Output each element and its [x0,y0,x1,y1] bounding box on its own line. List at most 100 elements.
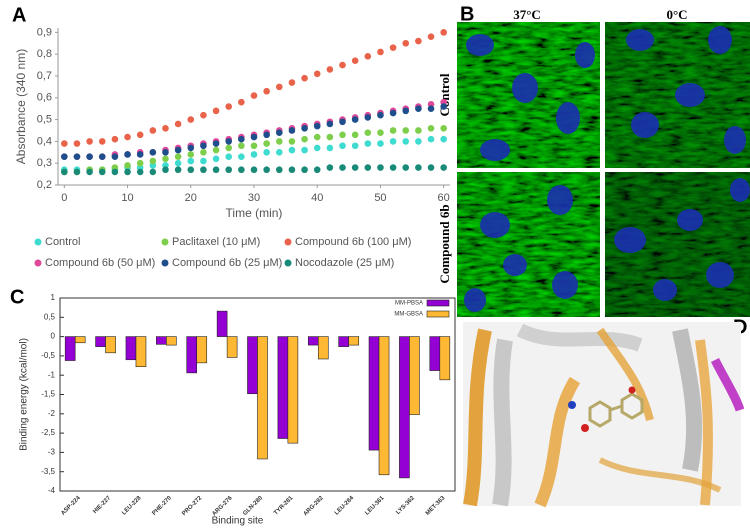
data-point [351,116,359,123]
data-point [98,153,106,160]
data-point [326,66,334,73]
y-tick-label: 0,5 [44,312,56,321]
data-point [427,33,435,41]
data-point [250,142,258,150]
data-point [212,166,220,174]
data-point [288,79,296,86]
data-point [301,166,308,174]
data-point [440,29,447,36]
data-point [212,140,220,147]
data-point [389,138,397,145]
bar [156,336,167,345]
panel-label: C [10,286,24,308]
data-point [415,138,422,145]
data-point [250,151,258,158]
data-point [61,140,68,147]
data-point [415,37,422,45]
data-point [86,153,93,160]
data-point [313,144,321,152]
data-point [263,87,270,95]
data-point [364,53,372,60]
nuclei [464,26,750,312]
data-point [162,166,169,174]
data-point [149,127,157,134]
data-point [427,135,435,143]
y-axis-label: Absorbance (340 nm) [14,49,28,164]
data-point [275,148,283,156]
data-point [415,127,422,134]
data-point [111,168,119,176]
data-point [162,125,169,132]
data-point [263,148,270,156]
data-point [339,142,346,150]
x-tick-label: PRO-272 [181,495,203,517]
data-point [187,151,195,158]
legend-marker [34,238,42,246]
data-point [440,164,447,171]
data-point [377,48,384,56]
x-tick-label: 10 [121,192,133,204]
data-point [212,107,220,115]
data-point [326,144,334,152]
bar [439,336,451,381]
legend-swatch [426,310,450,318]
y-tick-label: 0,3 [37,157,52,169]
x-tick-label: LYS-362 [395,495,416,516]
data-point [440,135,447,143]
data-point [187,116,195,123]
x-axis-label: Time (min) [226,206,283,220]
data-point [136,151,144,158]
data-point [124,151,131,158]
data-point [301,74,308,82]
x-tick-label: LEU-284 [334,495,356,517]
legend-label: Compound 6b (25 μM) [172,257,282,269]
bar [64,336,76,361]
data-point [73,168,81,176]
data-point [111,153,119,160]
legend-marker [284,238,292,246]
data-point [86,168,93,176]
x-tick-label: 60 [438,192,450,204]
legend-label: MM-GBSA [394,312,423,318]
data-point [187,166,195,174]
data-point [200,157,207,165]
data-point [238,166,245,174]
data-point [149,168,157,176]
data-point [162,148,169,156]
data-point [250,133,258,141]
data-point [238,98,245,106]
data-point [364,140,372,147]
x-tick-label: ASP-224 [60,495,82,517]
data-point [377,111,384,119]
data-point [440,103,447,110]
data-point [174,146,182,154]
data-point [288,146,296,154]
data-point [187,157,195,165]
data-point [389,127,397,134]
y-tick-label: 0 [51,332,56,341]
legend-label: Compound 6b (50 μM) [45,257,155,269]
data-point [212,155,220,163]
data-point [288,166,296,174]
bar [348,336,359,346]
data-point [124,133,131,141]
y-tick-label: 0,7 [37,70,52,82]
x-tick-label: 0 [61,192,67,204]
data-point [301,125,308,132]
bar [216,310,228,337]
data-point [389,109,397,117]
bar [247,336,258,395]
bar [307,336,319,346]
data-point [124,162,131,169]
data-point [339,118,346,126]
data-point [111,135,119,143]
data-point [402,127,410,134]
data-point [351,57,359,65]
data-point [402,164,410,171]
y-tick-label: -1 [48,370,56,379]
data-point [174,120,182,128]
x-tick-label: 40 [311,192,323,204]
data-point [402,138,410,145]
data-point [288,138,296,145]
bar [409,336,420,415]
